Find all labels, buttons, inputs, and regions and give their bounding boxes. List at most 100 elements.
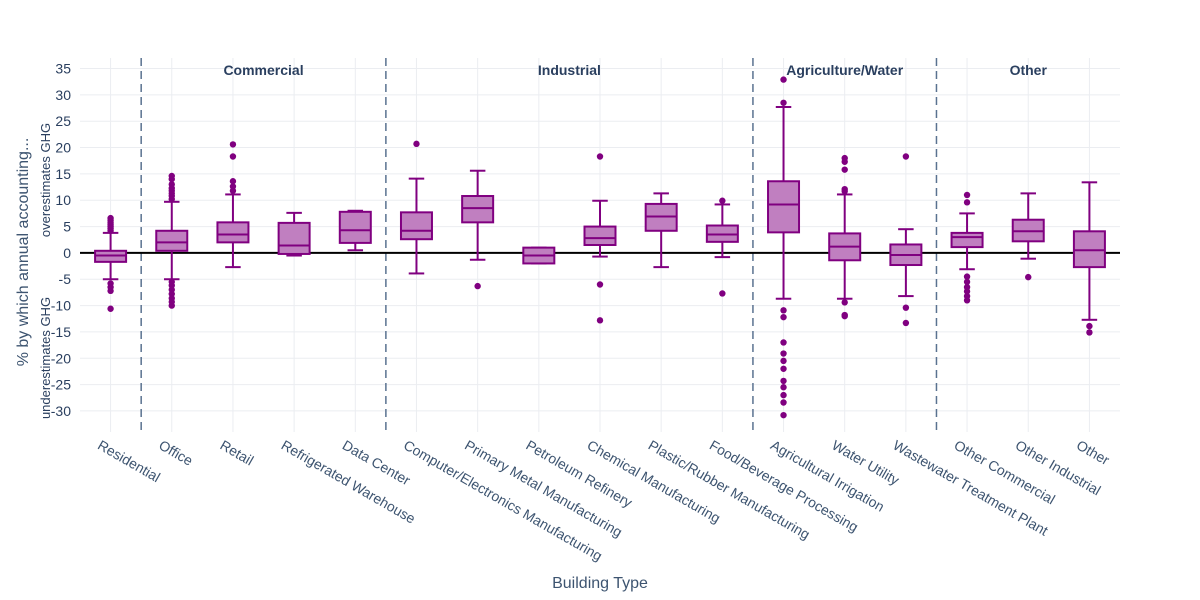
x-tick-label: Other Commercial: [952, 437, 1058, 508]
outlier-point: [780, 357, 787, 365]
y-tick-label: -10: [51, 298, 71, 314]
outlier-point: [474, 282, 481, 290]
outlier-point: [1025, 273, 1032, 281]
y-tick-label: 20: [55, 140, 71, 156]
box: [155, 229, 189, 252]
outlier-point: [780, 99, 787, 106]
group-label: Agriculture/Water: [786, 62, 903, 78]
x-tick-label: Residential: [95, 437, 163, 485]
outlier-point: [963, 297, 971, 304]
box-plot: [828, 154, 862, 320]
x-tick-label: Other: [1074, 437, 1113, 469]
box: [338, 210, 372, 244]
box: [950, 231, 984, 249]
outlier-point: [413, 140, 420, 148]
group-label: Industrial: [538, 62, 601, 78]
outlier-point: [902, 319, 910, 327]
box: [767, 180, 801, 234]
y-tick-label: 5: [63, 219, 71, 235]
outlier-point: [963, 288, 971, 295]
outlier-point: [719, 290, 726, 297]
outlier-point: [229, 141, 237, 148]
outlier-point: [841, 299, 848, 306]
outlier-point: [780, 350, 787, 357]
box-plot: [583, 153, 617, 324]
outlier-point: [902, 153, 910, 160]
box-plot: [399, 140, 433, 275]
outlier-point: [229, 183, 237, 190]
group-dividers: [140, 58, 938, 432]
box-plot: [94, 214, 128, 312]
box-plot: [705, 197, 739, 297]
y-tick-label: 30: [55, 87, 71, 103]
box-plot: [461, 169, 495, 290]
y-axis-upper-label: overestimates GHG: [38, 123, 53, 237]
outlier-point: [107, 214, 114, 222]
outlier-point: [780, 399, 787, 406]
outlier-point: [168, 181, 175, 188]
outlier-point: [107, 305, 114, 312]
outlier-point: [168, 172, 175, 180]
outlier-point: [719, 197, 726, 204]
outlier-point: [963, 199, 971, 206]
box-plot: [1011, 192, 1045, 281]
box-plot: [522, 246, 556, 265]
box-plot: [1072, 181, 1106, 336]
y-tick-label: -25: [51, 377, 71, 393]
box-plot: [277, 211, 311, 257]
box: [216, 221, 250, 244]
group-label: Commercial: [223, 62, 303, 78]
box: [277, 221, 311, 255]
box: [583, 225, 617, 247]
y-tick-label: 10: [55, 192, 71, 208]
outlier-point: [780, 411, 787, 419]
outlier-point: [841, 154, 848, 162]
outlier-point: [596, 281, 604, 288]
y-tick-label: -15: [51, 324, 71, 340]
outlier-point: [963, 191, 971, 199]
box-plot: [155, 172, 189, 309]
outlier-point: [780, 377, 787, 385]
outlier-point: [780, 365, 787, 372]
box-plot: [889, 153, 923, 327]
y-axis-title: % by which annual accounting...: [15, 138, 32, 367]
outlier-point: [596, 317, 604, 324]
box: [1072, 230, 1106, 269]
boxes: [94, 76, 1106, 419]
y-axis-lower-label: underestimates GHG: [38, 297, 53, 419]
outlier-point: [780, 307, 787, 314]
outlier-point: [902, 304, 910, 311]
box: [399, 211, 433, 241]
x-axis-title: Building Type: [552, 575, 648, 592]
outlier-point: [841, 166, 848, 173]
outlier-point: [229, 153, 237, 160]
y-tick-label: 15: [55, 166, 71, 182]
outlier-point: [780, 339, 787, 346]
y-axis-ticks: -30 -25 -20 -15 -10 -5 0 5 10 15 20 25 30 35: [51, 61, 71, 419]
group-label: Other: [1010, 62, 1048, 78]
y-tick-label: 0: [63, 245, 71, 261]
outlier-point: [780, 384, 787, 391]
y-tick-label: -20: [51, 350, 71, 366]
outlier-point: [963, 278, 971, 286]
box-plot: [216, 141, 250, 269]
outlier-point: [596, 153, 604, 160]
outlier-point: [229, 178, 237, 185]
x-tick-label: Office: [156, 437, 196, 469]
group-labels: Commercial Industrial Agriculture/Water Oth…: [223, 62, 1047, 78]
outlier-point: [107, 287, 114, 295]
box-plot: [644, 192, 678, 269]
outlier-point: [780, 391, 787, 399]
box-plot: [950, 191, 984, 304]
y-tick-label: 25: [55, 113, 71, 129]
x-tick-label: Retail: [217, 437, 256, 469]
box: [461, 195, 495, 224]
outlier-point: [1086, 322, 1093, 330]
outlier-point: [963, 273, 971, 280]
y-tick-label: -5: [59, 271, 72, 287]
outlier-point: [780, 76, 787, 83]
outlier-point: [841, 185, 848, 193]
